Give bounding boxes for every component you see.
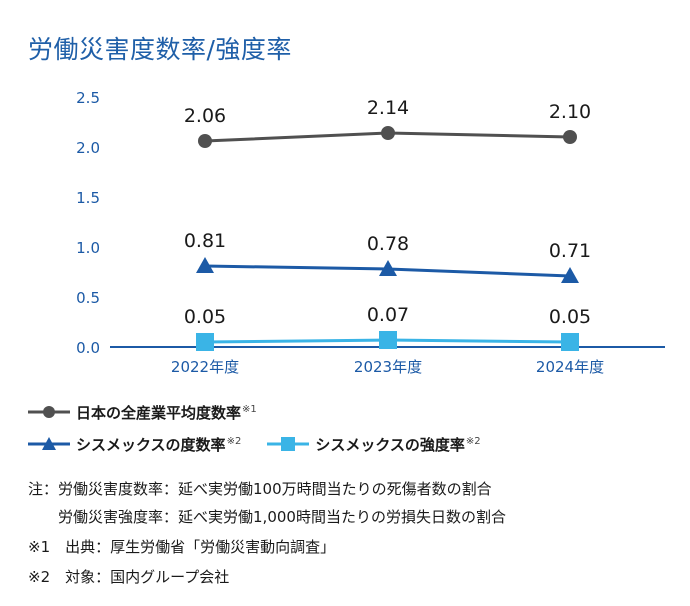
legend-label-sysmex-severity: シスメックスの強度率 [315,435,465,454]
y-tick-label: 2.5 [76,89,100,107]
legend-row-2: シスメックスの度数率 ※2 シスメックスの強度率 ※2 [28,432,507,456]
data-point [196,333,214,351]
legend-row-1: 日本の全産業平均度数率 ※1 [28,400,283,424]
note-line-3: ※1 出典：厚生労働省「労働災害動向調査」 [28,538,336,556]
legend-label-japan-average: 日本の全産業平均度数率 [76,403,242,422]
data-point [379,260,397,276]
data-label: 0.05 [184,306,226,328]
x-tick-label: 2023年度 [354,358,422,376]
x-tick-label: 2022年度 [171,358,239,376]
data-point [381,126,395,140]
chart: 0.0 0.5 1.0 1.5 2.0 2.5 2022年度 2023年度 2024年度 2.06… [76,89,665,376]
y-tick-label: 1.0 [76,239,100,257]
data-point [563,130,577,144]
data-label: 0.07 [367,304,409,326]
x-tick-label: 2024年度 [536,358,604,376]
data-label: 2.14 [367,97,409,119]
y-tick-label: 2.0 [76,139,100,157]
legend-item-sysmex-frequency: シスメックスの度数率 ※2 [28,434,241,455]
data-label: 0.81 [184,230,226,252]
data-point [561,333,579,351]
data-label: 0.05 [549,306,591,328]
note-line-4: ※2 対象：国内グループ会社 [28,568,230,586]
legend-note-mark-1: ※1 [242,403,257,415]
data-label: 0.78 [367,233,409,255]
legend-item-sysmex-severity: シスメックスの強度率 ※2 [267,434,481,455]
chart-title: 労働災害度数率/強度率 [28,35,292,64]
legend-square-line-icon [267,437,310,451]
data-point [561,267,579,283]
y-tick-label: 0.5 [76,289,100,307]
legend-label-sysmex-frequency: シスメックスの度数率 [76,435,226,454]
legend-note-mark-2b: ※2 [465,435,481,447]
data-point [196,257,214,273]
data-label: 2.06 [184,105,226,127]
note-line-2: 労働災害強度率：延べ実労働1,000時間当たりの労損失日数の割合 [58,508,506,526]
legend-item-japan-average: 日本の全産業平均度数率 ※1 [28,402,257,423]
data-label: 2.10 [549,101,591,123]
y-tick-label: 0.0 [76,339,100,357]
data-label: 0.71 [549,240,591,262]
y-tick-label: 1.5 [76,189,100,207]
legend-triangle-line-icon [28,437,70,450]
legend-note-mark-2a: ※2 [226,435,242,447]
data-point [379,331,397,349]
note-line-1: 注：労働災害度数率：延べ実労働100万時間当たりの死傷者数の割合 [28,480,492,498]
legend-circle-line-icon [28,406,70,418]
data-point [198,134,212,148]
